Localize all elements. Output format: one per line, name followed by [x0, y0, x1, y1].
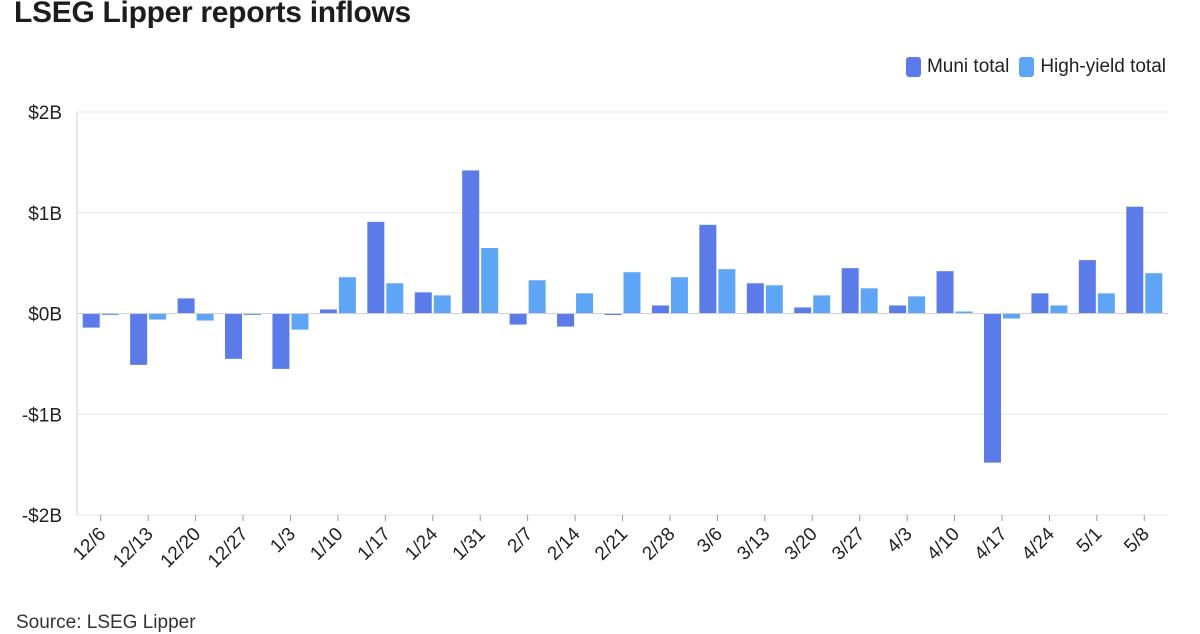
bar-muni-12-27 — [225, 313, 243, 359]
bar-high-yield-1-10 — [338, 277, 356, 314]
bar-muni-3-20 — [794, 307, 812, 314]
bar-muni-1-24 — [414, 292, 432, 314]
bar-high-yield-5-8 — [1145, 273, 1163, 314]
bar-high-yield-12-13 — [149, 313, 167, 320]
x-tick-label: 4/3 — [883, 524, 917, 558]
x-tick-label: 1/31 — [449, 524, 490, 565]
bar-muni-2-21 — [604, 313, 622, 315]
x-tick-label: 1/3 — [266, 524, 300, 558]
bar-muni-12-6 — [82, 313, 100, 328]
bar-high-yield-3-27 — [860, 288, 878, 314]
bar-high-yield-1-17 — [386, 283, 404, 314]
bar-muni-1-10 — [319, 309, 337, 314]
x-tick-label: 12/27 — [204, 524, 252, 572]
bar-muni-1-17 — [367, 221, 385, 314]
bar-high-yield-3-6 — [718, 269, 736, 314]
bar-muni-4-24 — [1031, 293, 1049, 314]
bar-high-yield-3-13 — [765, 285, 783, 314]
bar-high-yield-12-27 — [244, 313, 262, 315]
legend-item-high-yield: High-yield total — [1019, 56, 1166, 78]
bar-high-yield-4-3 — [908, 296, 926, 314]
bar-high-yield-5-1 — [1097, 293, 1115, 314]
legend-label-muni: Muni total — [926, 56, 1010, 77]
bar-muni-3-6 — [699, 224, 717, 314]
bar-muni-1-3 — [272, 313, 290, 369]
bar-muni-12-13 — [130, 313, 148, 365]
legend-item-muni: Muni total — [905, 56, 1010, 78]
legend-swatch-muni — [905, 57, 921, 77]
bar-muni-2-14 — [557, 313, 575, 327]
y-tick-label: $1B — [28, 204, 62, 225]
bar-muni-4-17 — [983, 313, 1001, 463]
y-tick-label: $2B — [28, 103, 62, 124]
x-tick-label: 4/17 — [971, 524, 1012, 565]
x-tick-label: 2/7 — [504, 524, 538, 558]
source-note: Source: LSEG Lipper — [16, 612, 196, 633]
bar-muni-3-27 — [841, 268, 859, 314]
bar-high-yield-12-6 — [101, 313, 119, 315]
x-tick-label: 5/1 — [1073, 524, 1107, 558]
x-tick-label: 2/14 — [544, 523, 585, 564]
bar-muni-4-3 — [889, 305, 907, 314]
y-tick-label: -$2B — [22, 506, 62, 527]
bar-muni-2-28 — [651, 305, 669, 314]
legend-swatch-high-yield — [1019, 57, 1035, 77]
bar-muni-4-10 — [936, 271, 954, 314]
x-tick-label: 5/8 — [1120, 524, 1154, 558]
x-tick-label: 2/28 — [638, 524, 679, 565]
x-tick-label: 2/21 — [591, 524, 632, 565]
bar-high-yield-1-31 — [481, 248, 499, 314]
bar-high-yield-1-24 — [433, 295, 451, 314]
bar-muni-2-7 — [509, 313, 527, 325]
bar-high-yield-2-7 — [528, 280, 546, 314]
x-tick-label: 1/17 — [354, 524, 395, 565]
bar-high-yield-4-10 — [955, 311, 973, 314]
x-tick-label: 12/6 — [69, 524, 110, 565]
x-tick-label: 1/10 — [306, 524, 347, 565]
legend-label-high-yield: High-yield total — [1040, 56, 1166, 77]
bar-muni-5-1 — [1078, 260, 1096, 314]
x-tick-label: 3/13 — [733, 524, 774, 565]
bar-high-yield-3-20 — [813, 295, 831, 314]
x-tick-label: 3/27 — [828, 524, 869, 565]
bar-high-yield-1-3 — [291, 313, 309, 330]
x-tick-label: 12/13 — [109, 524, 157, 572]
x-tick-label: 4/24 — [1018, 523, 1059, 564]
bar-high-yield-12-20 — [196, 313, 214, 321]
bar-muni-5-8 — [1126, 206, 1144, 314]
chart-legend: Muni total High-yield total — [896, 56, 1166, 78]
bar-muni-3-13 — [746, 283, 764, 314]
y-tick-label: $0B — [28, 305, 62, 326]
bar-high-yield-2-21 — [623, 272, 641, 314]
y-tick-label: -$1B — [22, 405, 62, 426]
bar-high-yield-2-28 — [670, 277, 688, 314]
x-tick-label: 3/20 — [781, 524, 822, 565]
bar-muni-1-31 — [462, 170, 480, 314]
x-tick-label: 3/6 — [693, 524, 727, 558]
x-tick-label: 1/24 — [401, 523, 442, 564]
chart-title: LSEG Lipper reports inflows — [14, 0, 411, 29]
bar-high-yield-4-24 — [1050, 305, 1068, 314]
x-tick-label: 4/10 — [923, 524, 964, 565]
bar-muni-12-20 — [177, 298, 195, 314]
bar-high-yield-4-17 — [1002, 313, 1020, 319]
x-tick-label: 12/20 — [157, 524, 205, 572]
bar-high-yield-2-14 — [576, 293, 594, 314]
